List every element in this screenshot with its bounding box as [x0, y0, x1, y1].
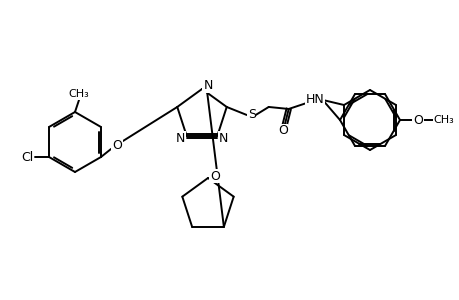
Text: N: N	[176, 131, 185, 145]
Text: O: O	[277, 124, 287, 137]
Text: O: O	[210, 169, 219, 182]
Text: Cl: Cl	[21, 151, 33, 164]
Text: CH₃: CH₃	[433, 115, 453, 125]
Text: O: O	[412, 113, 422, 127]
Text: S: S	[247, 109, 255, 122]
Text: N: N	[218, 131, 228, 145]
Text: O: O	[112, 139, 122, 152]
Text: N: N	[203, 79, 212, 92]
Text: HN: HN	[305, 94, 324, 106]
Text: CH₃: CH₃	[68, 89, 89, 99]
